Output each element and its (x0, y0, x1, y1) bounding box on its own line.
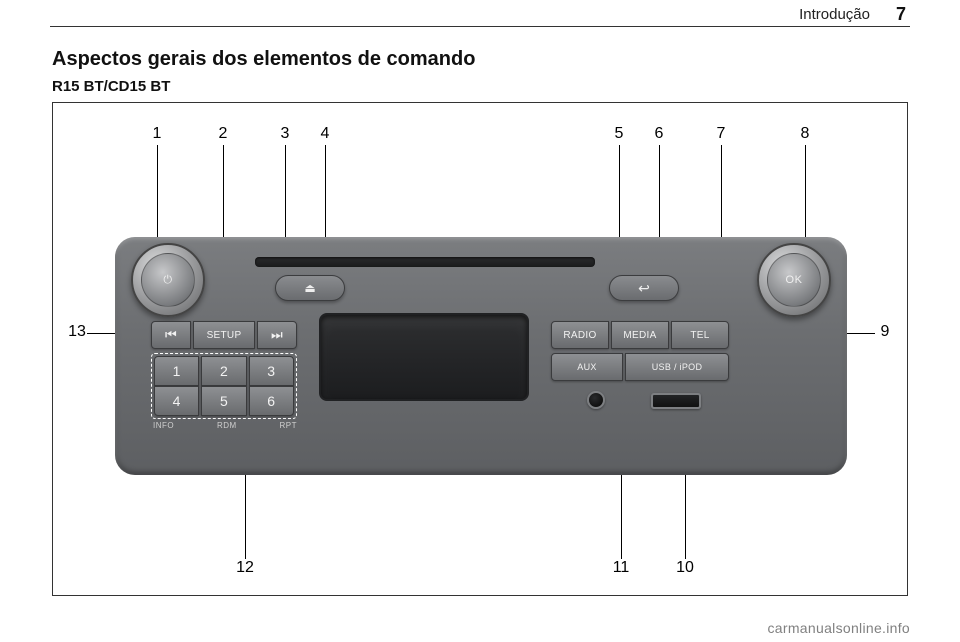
info-label: INFO (153, 421, 174, 430)
preset-3[interactable]: 3 (249, 356, 294, 386)
callout-9: 9 (875, 323, 895, 341)
ok-knob[interactable]: OK (757, 243, 831, 317)
back-button[interactable]: ↩ (609, 275, 679, 301)
setup-button[interactable]: SETUP (193, 321, 255, 349)
callout-5: 5 (609, 125, 629, 143)
callout-7: 7 (711, 125, 731, 143)
model-id: R15 BT/CD15 BT (52, 78, 170, 95)
preset-2[interactable]: 2 (201, 356, 246, 386)
tel-button[interactable]: TEL (671, 321, 729, 349)
back-icon: ↩ (638, 280, 650, 297)
eject-icon: ⏏ (304, 281, 315, 295)
aux-jack[interactable] (587, 391, 605, 409)
control-diagram: 1 2 3 4 5 6 7 8 9 13 10 11 12 ⏻ OK ⏏ (52, 102, 908, 596)
display-screen (319, 313, 529, 401)
port-label-row: AUX USB / iPOD (551, 353, 729, 381)
usb-port[interactable] (651, 393, 701, 409)
power-knob[interactable]: ⏻ (131, 243, 205, 317)
cd-slot[interactable] (255, 257, 595, 267)
callout-11: 11 (611, 559, 631, 577)
media-button[interactable]: MEDIA (611, 321, 669, 349)
preset-5[interactable]: 5 (201, 386, 246, 416)
power-icon: ⏻ (163, 274, 172, 287)
next-track-button[interactable]: ⏭ (257, 321, 297, 349)
rpt-label: RPT (279, 421, 297, 430)
preset-4[interactable]: 4 (154, 386, 199, 416)
callout-10: 10 (675, 559, 695, 577)
callout-1: 1 (147, 125, 167, 143)
keypad-under-labels: INFO RDM RPT (153, 421, 297, 430)
radio-button[interactable]: RADIO (551, 321, 609, 349)
callout-2: 2 (213, 125, 233, 143)
watermark: carmanualsonline.info (768, 620, 911, 636)
radio-unit: ⏻ OK ⏏ ↩ ⏮ SETUP ⏭ 1 2 3 4 5 (115, 237, 847, 475)
chapter-title: Introdução (799, 6, 870, 23)
ok-label: OK (786, 274, 803, 286)
eject-button[interactable]: ⏏ (275, 275, 345, 301)
callout-3: 3 (275, 125, 295, 143)
callout-8: 8 (795, 125, 815, 143)
callout-6: 6 (649, 125, 669, 143)
preset-6[interactable]: 6 (249, 386, 294, 416)
prev-track-button[interactable]: ⏮ (151, 321, 191, 349)
callout-12: 12 (235, 559, 255, 577)
usb-label: USB / iPOD (625, 353, 729, 381)
rdm-label: RDM (217, 421, 237, 430)
header-divider (50, 26, 910, 27)
preset-1[interactable]: 1 (154, 356, 199, 386)
setup-row: ⏮ SETUP ⏭ (151, 321, 297, 349)
source-row: RADIO MEDIA TEL (551, 321, 729, 349)
page-number: 7 (896, 4, 906, 25)
aux-label: AUX (551, 353, 623, 381)
callout-13: 13 (67, 323, 87, 341)
section-title: Aspectos gerais dos elementos de comando (52, 48, 475, 71)
callout-4: 4 (315, 125, 335, 143)
preset-keypad: 1 2 3 4 5 6 (151, 353, 297, 419)
